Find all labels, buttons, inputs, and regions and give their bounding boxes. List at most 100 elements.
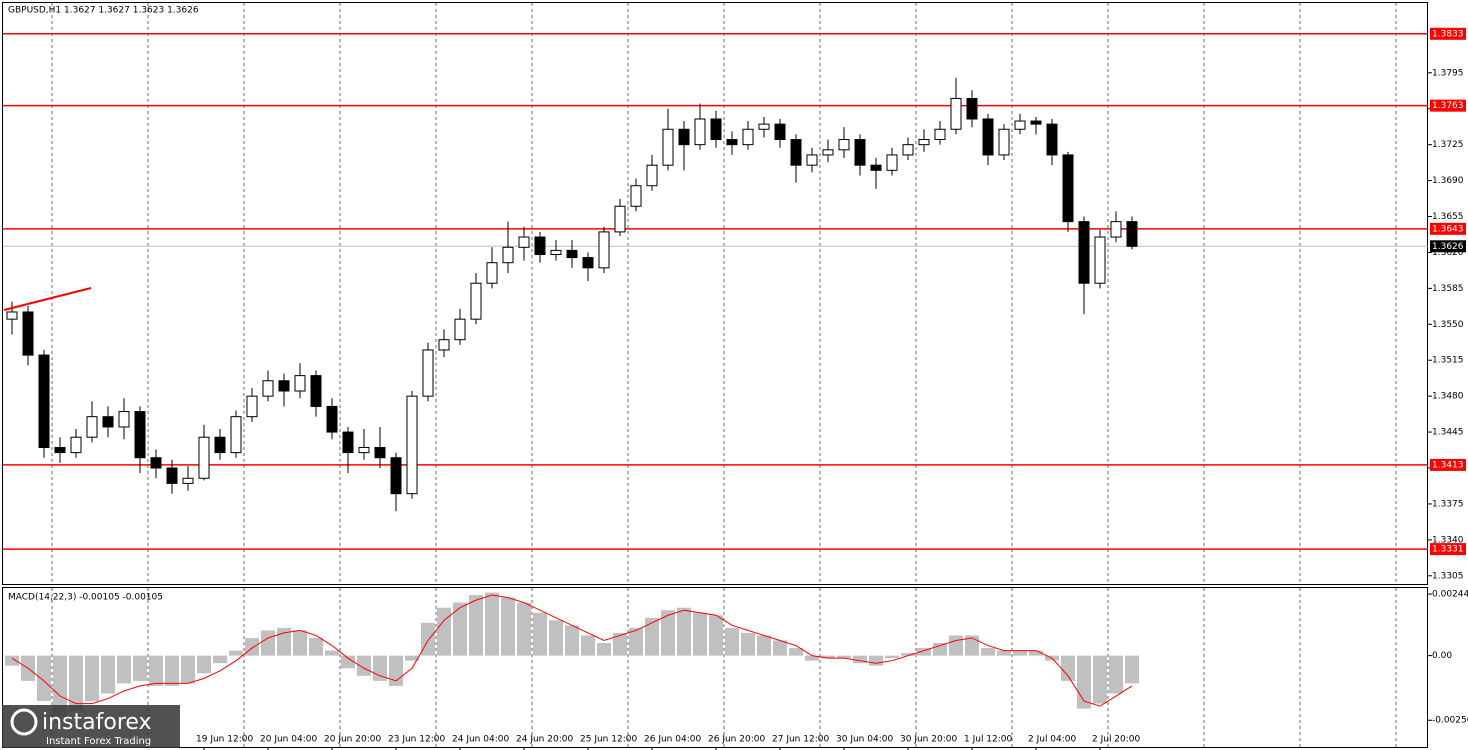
candle-body xyxy=(854,139,866,166)
y-tick-label: 1.3375 xyxy=(1432,499,1464,509)
candle-body xyxy=(422,349,434,397)
candle-body xyxy=(646,164,658,187)
current-price-label: 1.3626 xyxy=(1432,242,1464,252)
macd-bar xyxy=(165,655,179,686)
price-frame xyxy=(2,2,1428,585)
y-tick-label: 1.3795 xyxy=(1432,68,1464,78)
candle-body xyxy=(806,154,818,166)
macd-bar xyxy=(437,607,451,656)
candle-body xyxy=(118,411,130,428)
candle-body xyxy=(838,139,850,151)
x-tick-label: 19 Jun 12:00 xyxy=(196,735,253,745)
level-label-bg xyxy=(1430,222,1466,235)
macd-bar xyxy=(853,655,867,664)
macd-bar xyxy=(421,622,435,656)
y-tick-label: 1.3480 xyxy=(1432,392,1464,402)
level-label: 1.3413 xyxy=(1432,460,1464,470)
x-tick-label: 30 Jun 04:00 xyxy=(836,735,893,745)
macd-bar xyxy=(613,632,627,656)
candle-body xyxy=(438,339,450,351)
candle-body xyxy=(374,446,386,459)
level-label-bg xyxy=(1430,27,1466,40)
macd-bar xyxy=(85,655,99,702)
x-tick-label: 27 Jun 12:00 xyxy=(772,735,829,745)
y-tick-label: 1.3690 xyxy=(1432,176,1464,186)
candle-body xyxy=(486,262,498,284)
macd-bar xyxy=(1061,655,1075,681)
level-label-bg xyxy=(1430,458,1466,471)
candle-body xyxy=(614,205,626,233)
candle-body xyxy=(326,405,338,433)
candle-body xyxy=(150,457,162,469)
macd-bar xyxy=(1093,655,1107,704)
macd-bar xyxy=(229,650,243,656)
candle-body xyxy=(758,123,770,130)
macd-bar xyxy=(597,643,611,656)
macd-bar xyxy=(293,630,307,656)
y-tick-label: 0.00 xyxy=(1432,651,1452,661)
macd-bar xyxy=(37,655,51,702)
candle-body xyxy=(134,411,146,459)
candle-body xyxy=(102,416,114,428)
macd-bar xyxy=(837,655,851,659)
candle-body xyxy=(1126,221,1138,247)
y-tick-label: 1.3550 xyxy=(1432,320,1464,330)
macd-bar xyxy=(869,655,883,666)
y-tick-label: 1.3305 xyxy=(1432,571,1464,581)
macd-bar xyxy=(901,653,915,656)
macd-bar xyxy=(277,627,291,656)
candle-body xyxy=(1062,154,1074,223)
macd-bar xyxy=(405,655,419,661)
candle-body xyxy=(918,139,930,146)
macd-bar xyxy=(197,655,211,674)
macd-bar xyxy=(709,615,723,656)
candle-body xyxy=(246,395,258,418)
trend-line xyxy=(3,287,92,311)
macd-bar xyxy=(789,648,803,656)
candle-body xyxy=(950,97,962,130)
macd-bar xyxy=(565,625,579,656)
candle-body xyxy=(198,436,210,479)
candle-body xyxy=(870,164,882,171)
candle-body xyxy=(470,282,482,320)
macd-bar xyxy=(357,655,371,676)
candle-body xyxy=(582,257,594,269)
candle-body xyxy=(214,436,226,454)
macd-bar xyxy=(485,592,499,656)
macd-bar xyxy=(581,635,595,656)
candle-body xyxy=(934,128,946,141)
candle-body xyxy=(966,97,978,120)
candle-body xyxy=(22,311,34,356)
y-tick-label: 1.3585 xyxy=(1432,284,1464,294)
macd-bar xyxy=(885,655,899,659)
level-label-bg xyxy=(1430,543,1466,556)
current-price-bg xyxy=(1430,240,1466,253)
candle-body xyxy=(6,311,18,320)
watermark-icon xyxy=(10,708,38,736)
candle-body xyxy=(534,236,546,255)
macd-title: MACD(14,22,3) -0.00105 -0.00105 xyxy=(8,593,163,603)
x-tick-label: 2 Jul 04:00 xyxy=(1028,735,1077,745)
macd-bar xyxy=(245,637,259,656)
level-label: 1.3763 xyxy=(1432,101,1464,111)
y-tick-label: 1.3340 xyxy=(1432,535,1464,545)
macd-bar xyxy=(213,655,227,664)
macd-bar xyxy=(309,637,323,656)
macd-bar xyxy=(965,635,979,656)
macd-bar xyxy=(805,655,819,661)
candle-body xyxy=(886,154,898,171)
candle-body xyxy=(710,118,722,141)
candle-body xyxy=(630,185,642,207)
watermark-tagline: Instant Forex Trading xyxy=(46,736,151,747)
macd-bar xyxy=(533,612,547,656)
macd-bar xyxy=(757,635,771,656)
x-tick-label: 26 Jun 04:00 xyxy=(644,735,701,745)
y-tick-label: 1.3620 xyxy=(1432,248,1464,258)
macd-bar xyxy=(821,655,835,659)
macd-bar xyxy=(341,655,355,669)
candle-body xyxy=(742,128,754,146)
candle-body xyxy=(390,457,402,495)
x-tick-label: 1 Jul 12:00 xyxy=(964,735,1013,745)
